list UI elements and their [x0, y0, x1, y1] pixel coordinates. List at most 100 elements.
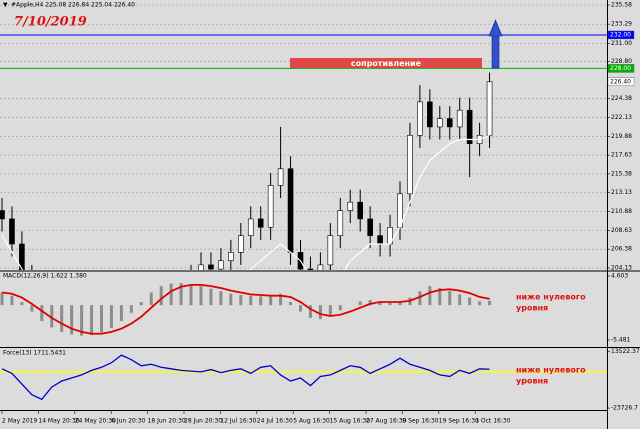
price-label: 232.00 — [610, 31, 631, 38]
resistance-zone — [290, 58, 482, 68]
macd-bar — [428, 286, 432, 306]
macd-bar — [458, 294, 462, 306]
macd-bar — [249, 295, 253, 306]
macd-bar — [308, 305, 312, 318]
y-tick-label: 213.13 — [611, 189, 632, 196]
y-tick-label: 204.13 — [611, 264, 632, 271]
x-tick-label: 24 Jul 16:30 — [257, 418, 293, 425]
line — [1, 283, 490, 335]
macd-bar — [299, 305, 302, 312]
x-tick-label: 9 Sep 16:30 — [402, 418, 438, 425]
macd-bar — [90, 305, 94, 336]
panel — [0, 354, 607, 401]
candle-body — [407, 134, 413, 195]
candle-body — [238, 235, 244, 253]
macd-bar — [109, 305, 113, 329]
arrow-head — [488, 19, 503, 37]
force-title: Force(13) 1711.5431 — [3, 350, 66, 357]
line — [1, 134, 490, 270]
macd-bar — [129, 305, 133, 313]
macd-note: ниже нулевого — [516, 293, 586, 302]
macd-bar — [259, 296, 263, 306]
macd-bar — [239, 295, 243, 306]
price-label-box — [607, 64, 635, 73]
arrow-shaft — [491, 33, 500, 69]
candle-body — [0, 210, 5, 220]
x-tick-label: 27 Aug 16:30 — [366, 418, 407, 425]
y-tick-label: 217.63 — [611, 152, 632, 159]
panel — [0, 4, 607, 270]
macd-bar — [318, 305, 322, 320]
candle-body — [436, 118, 443, 128]
x-tick-label: 19 Sep 16:30 — [439, 418, 479, 425]
x-tick-label: 14 May 20:30 — [38, 418, 79, 425]
macd-bar — [289, 302, 293, 306]
macd-bar — [40, 305, 44, 322]
arrow — [488, 19, 503, 69]
macd-bar — [60, 305, 64, 332]
macd-bar — [338, 305, 342, 311]
macd-bar — [149, 292, 153, 306]
x-tick-label: 5 Aug 16:30 — [293, 418, 330, 425]
macd-bar — [418, 291, 422, 306]
y-tick-label: 228.80 — [611, 58, 632, 65]
macd-bar — [438, 288, 442, 306]
price-label-box — [607, 77, 635, 86]
candle-body — [377, 235, 383, 245]
candle-body — [347, 201, 354, 211]
candle-body — [19, 243, 25, 270]
candle-body — [466, 109, 473, 144]
macd-bar — [100, 305, 103, 333]
force-note: уровня — [516, 377, 548, 386]
y-tick-label: 233.29 — [611, 21, 632, 28]
macd-bar — [378, 301, 382, 306]
x-tick-label: 12 Jul 16:30 — [220, 418, 256, 425]
header-marker: ▼ — [3, 2, 8, 9]
candle-body — [337, 210, 344, 236]
macd-bar — [20, 302, 24, 306]
price-label: 228.00 — [610, 65, 631, 72]
x-tick-label: 6 Jun 20:30 — [111, 418, 145, 425]
y-tick-label: 208.63 — [611, 227, 632, 234]
y-tick-label: 219.88 — [611, 133, 632, 140]
macd-bar — [70, 305, 74, 335]
macd-bar — [209, 288, 213, 306]
y-tick-label: -23726.7 — [611, 405, 638, 412]
macd-bar — [30, 305, 34, 312]
candle-body — [267, 185, 274, 228]
macd-bar — [468, 297, 472, 306]
candle-body — [218, 260, 224, 270]
macd-bar — [0, 292, 4, 306]
x-tick-label: 1 Oct 16:30 — [475, 418, 510, 425]
y-tick-label: 235.58 — [611, 2, 632, 9]
y-tick-label: 224.38 — [611, 95, 632, 102]
candle-body — [427, 101, 433, 128]
candle-body — [257, 218, 264, 228]
y-tick-label: 13522.37 — [611, 348, 640, 355]
y-tick-label: 4.603 — [611, 272, 628, 279]
resistance-label: сопротивление — [351, 59, 422, 68]
price-label-box — [607, 30, 635, 40]
line — [1, 354, 490, 401]
y-tick-label: -5.481 — [611, 336, 631, 343]
date-title: 7/10/2019 — [14, 15, 87, 30]
macd-bar — [398, 302, 402, 306]
x-tick-label: 28 Jun 20:30 — [184, 418, 222, 425]
y-tick-label: 206.38 — [611, 246, 632, 253]
x-tick-label: 18 Jun 20:30 — [148, 418, 186, 425]
candle-body — [367, 218, 373, 236]
macd-bar — [358, 301, 362, 306]
y-tick-label: 215.38 — [611, 170, 632, 177]
candle-body — [287, 168, 294, 253]
macd-bar — [269, 295, 273, 306]
macd-bar — [179, 282, 183, 306]
macd-bar — [159, 286, 163, 306]
macd-bar — [448, 291, 452, 306]
price-label: 226.40 — [610, 78, 631, 85]
macd-bar — [50, 305, 54, 328]
macd-bar — [279, 293, 283, 306]
